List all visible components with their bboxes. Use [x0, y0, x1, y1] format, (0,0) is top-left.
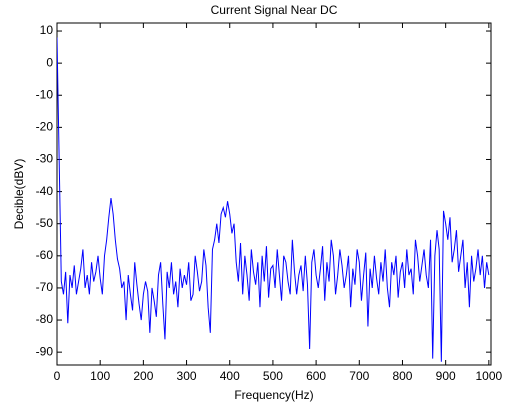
y-tick-label: 0 — [46, 55, 53, 69]
x-tick-label: 600 — [306, 369, 326, 383]
y-tick-label: -80 — [36, 312, 54, 326]
x-axis-label: Frequency(Hz) — [234, 388, 313, 402]
x-tick-label: 400 — [220, 369, 240, 383]
y-tick-label: -50 — [36, 216, 54, 230]
x-tick-label: 0 — [54, 369, 61, 383]
y-tick-label: -20 — [36, 120, 54, 134]
x-tick-label: 500 — [263, 369, 283, 383]
y-tick-label: 10 — [40, 23, 54, 37]
y-axis-label: Decible(dBV) — [12, 159, 26, 230]
y-tick-label: -90 — [36, 344, 54, 358]
y-tick-label: -30 — [36, 152, 54, 166]
x-tick-label: 200 — [133, 369, 153, 383]
x-tick-label: 800 — [392, 369, 412, 383]
plot-frame — [56, 22, 492, 366]
signal-line — [57, 37, 490, 362]
x-tick-label: 300 — [177, 369, 197, 383]
x-tick-label: 700 — [349, 369, 369, 383]
x-tick-label: 900 — [436, 369, 456, 383]
x-tick-label: 1000 — [475, 369, 502, 383]
chart-title: Current Signal Near DC — [211, 3, 338, 17]
y-tick-label: -60 — [36, 248, 54, 262]
y-tick-label: -40 — [36, 184, 54, 198]
y-tick-label: -10 — [36, 87, 54, 101]
x-tick-label: 100 — [90, 369, 110, 383]
y-tick-label: -70 — [36, 280, 54, 294]
